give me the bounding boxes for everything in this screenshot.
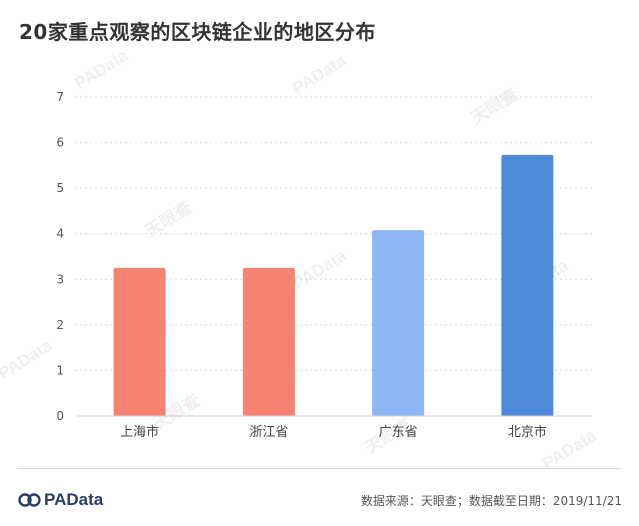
y-tick-label: 4 xyxy=(56,227,64,241)
y-tick-label: 2 xyxy=(56,318,64,332)
y-tick-label: 5 xyxy=(56,181,64,195)
y-tick-label: 3 xyxy=(56,272,64,286)
x-tick-label: 上海市 xyxy=(120,424,159,440)
y-tick-label: 6 xyxy=(56,136,64,150)
padata-logo-icon xyxy=(18,493,41,507)
padata-logo-text: PAData xyxy=(44,490,104,509)
bar-2 xyxy=(242,267,295,416)
y-tick-label: 7 xyxy=(56,90,64,104)
footer-divider xyxy=(18,468,621,469)
source-note: 数据来源：天眼查；数据截至日期：2019/11/21 xyxy=(360,494,622,508)
x-tick-label: 广东省 xyxy=(379,425,418,440)
bar-3 xyxy=(372,230,425,416)
chart-title: 20家重点观察的区块链企业的地区分布 xyxy=(19,20,376,44)
x-tick-label: 北京市 xyxy=(508,424,547,440)
bar-4 xyxy=(501,154,554,416)
padata-logo: PAData xyxy=(18,490,103,510)
bar-chart: 0 1 2 3 4 5 6 7 上海市 浙江省 广东省 北京市 xyxy=(56,90,592,440)
x-axis-labels: 上海市 浙江省 广东省 北京市 xyxy=(120,424,547,440)
y-tick-label: 0 xyxy=(56,409,64,423)
bars xyxy=(113,154,554,416)
y-axis-ticks: 0 1 2 3 4 5 6 7 xyxy=(56,90,64,423)
x-tick-label: 浙江省 xyxy=(249,425,288,440)
bar-1 xyxy=(113,267,166,416)
y-tick-label: 1 xyxy=(56,363,64,377)
